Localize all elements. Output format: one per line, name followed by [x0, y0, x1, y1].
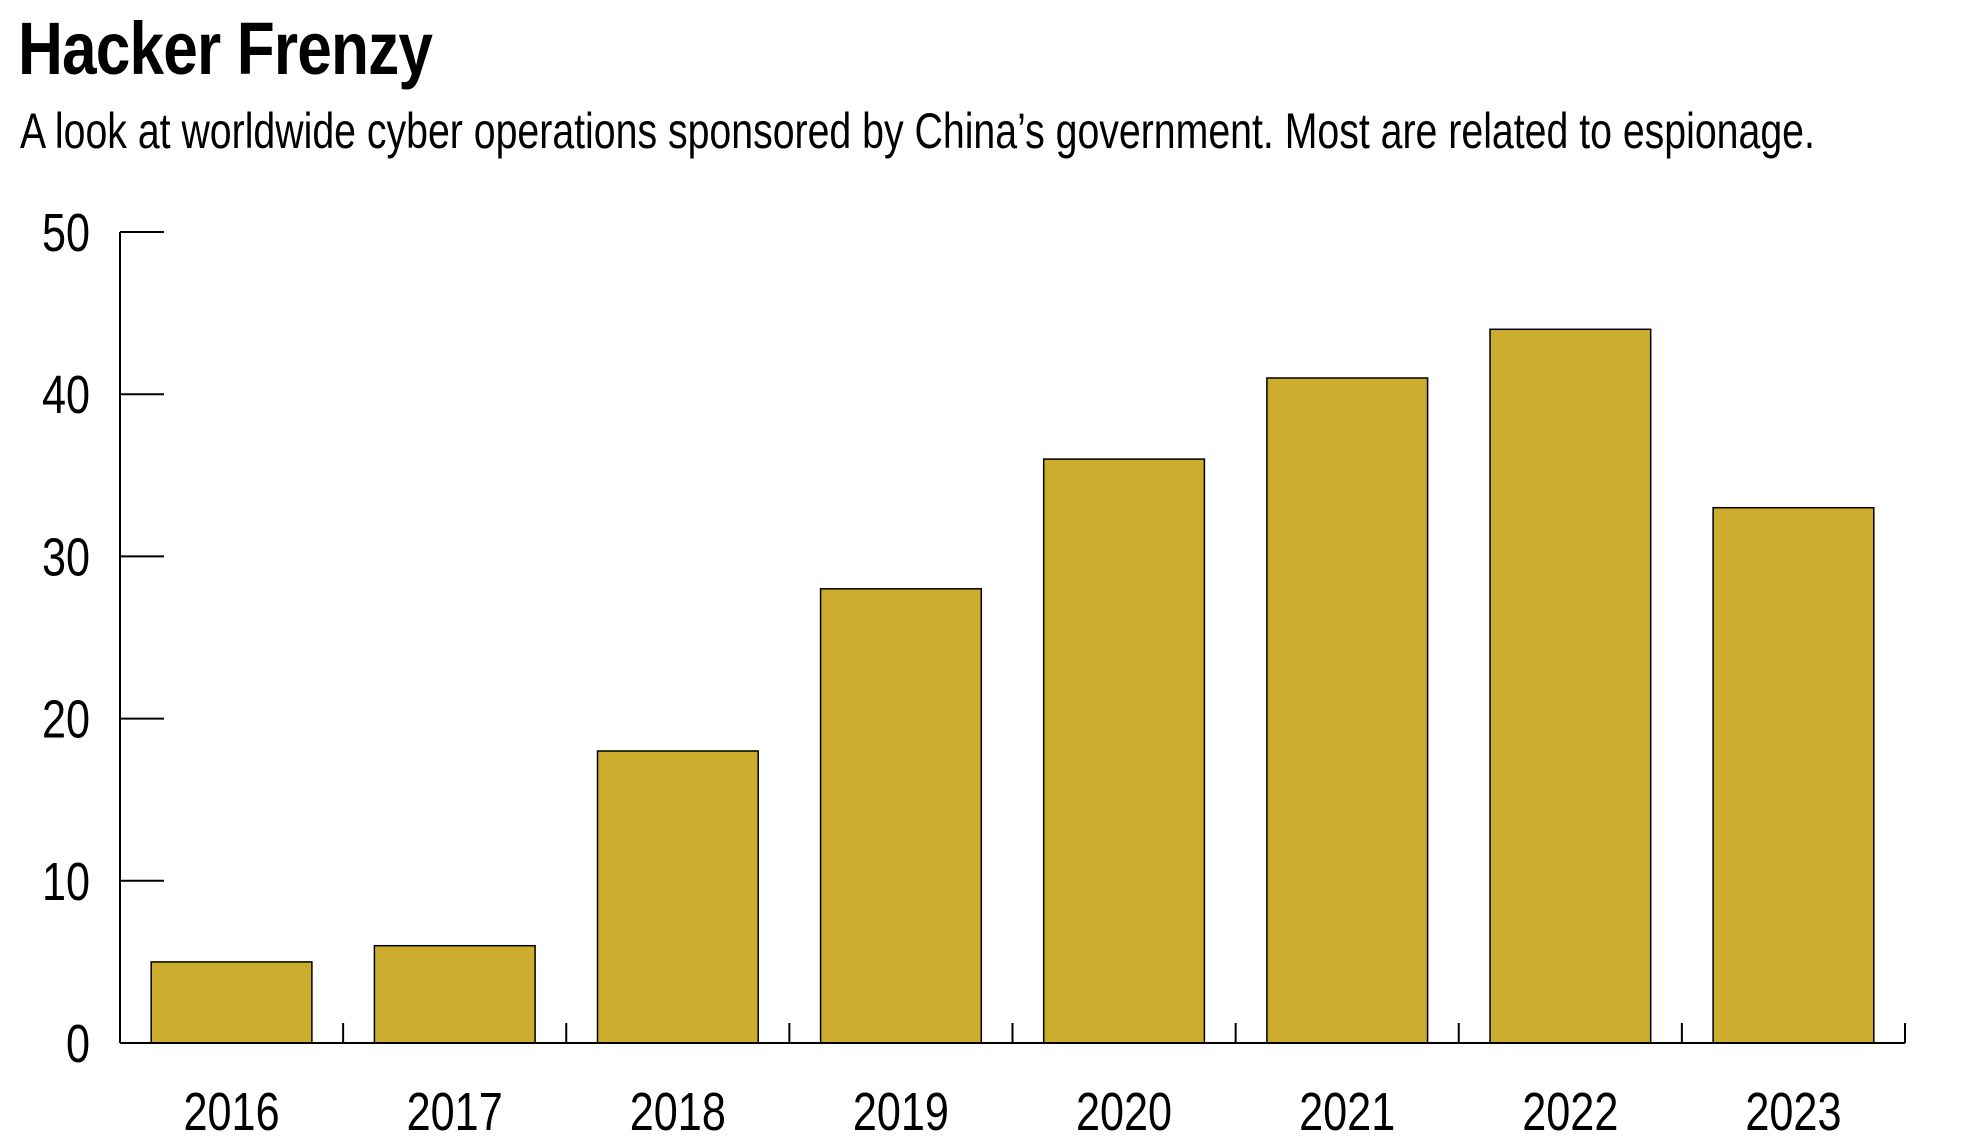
x-tick-label-2021: 2021: [1299, 1083, 1395, 1142]
x-tick-label-2017: 2017: [407, 1083, 503, 1142]
bars-group: [150, 328, 1875, 1044]
axes-group: [119, 231, 1906, 1044]
bar-2020: [1042, 458, 1206, 1044]
x-tick-label-2022: 2022: [1522, 1083, 1618, 1142]
x-tick-label-2020: 2020: [1076, 1083, 1172, 1142]
bar-2022: [1489, 328, 1652, 1044]
bar-2017: [373, 944, 536, 1044]
y-tick-label-10: 10: [42, 852, 90, 912]
bar-2021: [1266, 377, 1429, 1044]
bar-2023: [1712, 506, 1875, 1044]
x-tick-label-2016: 2016: [184, 1083, 280, 1142]
y-tick-label-0: 0: [66, 1015, 90, 1075]
y-tick-label-20: 20: [42, 690, 90, 750]
x-tick-label-2023: 2023: [1745, 1083, 1841, 1142]
x-tick-label-2019: 2019: [853, 1083, 949, 1142]
bar-2016: [150, 961, 313, 1044]
y-tick-label-30: 30: [42, 528, 90, 588]
y-tick-label-40: 40: [42, 366, 90, 426]
y-tick-label-50: 50: [42, 204, 90, 264]
chart-subtitle: A look at worldwide cyber operations spo…: [20, 103, 1815, 159]
labels-group: 0 10 20 30 40 50 2016 2017 2018 2019 2020 2021 2022 2…: [42, 204, 1842, 1142]
chart-title: Hacker Frenzy: [18, 7, 433, 90]
x-tick-label-2018: 2018: [630, 1083, 726, 1142]
bar-2018: [596, 750, 759, 1044]
bar-2019: [819, 588, 983, 1044]
